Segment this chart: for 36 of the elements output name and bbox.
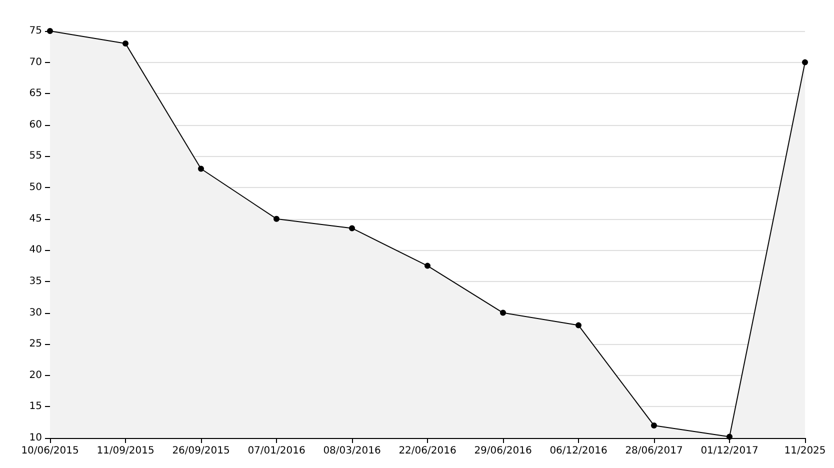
y-tick-label: 65 xyxy=(29,88,42,100)
y-tick-label: 50 xyxy=(29,182,42,194)
point xyxy=(274,216,280,222)
point xyxy=(198,166,204,172)
x-tick-label: 10/06/2015 xyxy=(21,446,79,456)
point xyxy=(122,40,128,47)
x-tick-label: 11/09/2015 xyxy=(96,446,154,456)
y-tick-label: 40 xyxy=(29,244,42,256)
x-tick-label: 22/06/2016 xyxy=(398,446,456,456)
point xyxy=(47,28,53,34)
point xyxy=(651,422,657,428)
y-tick-label: 10 xyxy=(29,432,42,444)
y-tick-label: 55 xyxy=(29,150,42,162)
point xyxy=(726,434,732,440)
y-tick-label: 30 xyxy=(29,307,42,318)
y-tick-label: 35 xyxy=(29,276,42,287)
y-tick-label: 70 xyxy=(29,56,42,68)
x-tick-label: 07/01/2016 xyxy=(248,446,306,456)
point xyxy=(424,262,430,269)
point xyxy=(576,322,582,328)
point xyxy=(500,310,506,316)
y-tick-label: 25 xyxy=(29,338,42,350)
x-tick-label: 11/2025 xyxy=(784,446,826,456)
x-tick-label: 26/09/2015 xyxy=(172,446,230,456)
y-tick-label: 45 xyxy=(29,213,42,224)
point xyxy=(349,225,355,232)
x-tick-label: 01/12/2017 xyxy=(700,446,758,456)
point xyxy=(802,59,808,66)
y-tick-label: 60 xyxy=(29,119,42,130)
x-tick-label: 06/12/2016 xyxy=(550,446,608,456)
y-tick-label: 20 xyxy=(29,370,42,381)
y-tick-label: 15 xyxy=(29,401,42,412)
x-tick-label: 08/03/2016 xyxy=(323,446,381,456)
y-tick-label: 75 xyxy=(29,26,42,36)
x-tick-label: 29/06/2016 xyxy=(474,446,532,456)
x-tick-label: 28/06/2017 xyxy=(625,446,683,456)
